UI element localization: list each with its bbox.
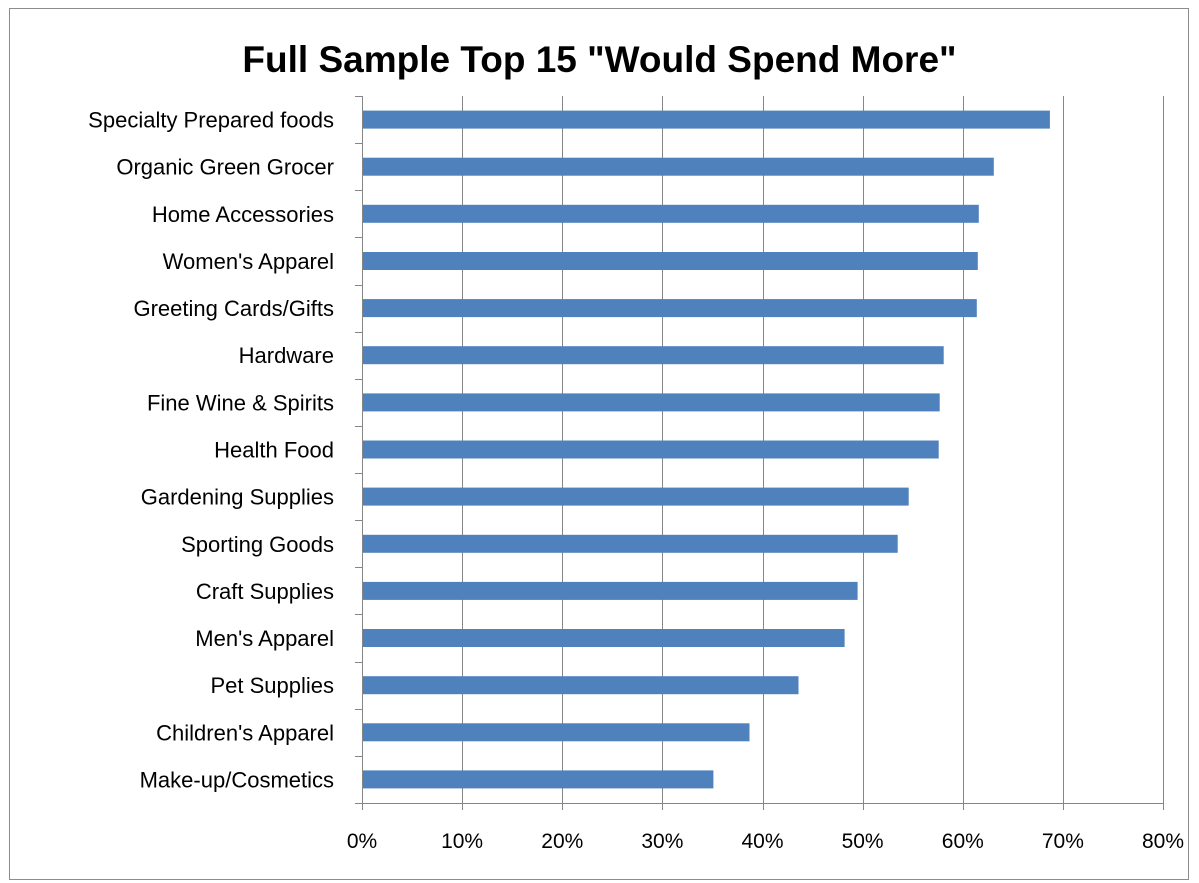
- x-tick-label: 0%: [347, 830, 377, 853]
- bar-craft-supplies: [362, 581, 858, 600]
- x-tick-label: 60%: [942, 830, 984, 853]
- bar-children-s-apparel: [362, 723, 750, 742]
- category-label: Organic Green Grocer: [116, 155, 334, 180]
- x-tick-label: 80%: [1142, 830, 1184, 853]
- bar-greeting-cards-gifts: [362, 299, 977, 318]
- category-label: Men's Apparel: [195, 626, 334, 651]
- category-label: Make-up/Cosmetics: [140, 767, 334, 792]
- category-label: Gardening Supplies: [141, 485, 334, 510]
- bar-pet-supplies: [362, 676, 799, 695]
- bar-men-s-apparel: [362, 629, 845, 647]
- bar-hardware: [362, 346, 944, 365]
- category-label: Fine Wine & Spirits: [147, 390, 334, 415]
- chart-title: Full Sample Top 15 "Would Spend More": [242, 39, 957, 80]
- bar-organic-green-grocer: [362, 157, 994, 176]
- bar-home-accessories: [362, 204, 979, 223]
- category-label: Home Accessories: [152, 202, 334, 227]
- category-labels: Specialty Prepared foods Organic Green Gr…: [88, 108, 334, 793]
- bar-specialty-prepared-foods: [362, 110, 1050, 129]
- bar-fine-wine-spirits: [362, 393, 940, 412]
- category-label: Health Food: [214, 438, 334, 463]
- bar-sporting-goods: [362, 534, 898, 553]
- x-tick-label: 40%: [741, 830, 783, 853]
- x-tick-label: 30%: [641, 830, 683, 853]
- category-label: Hardware: [239, 343, 334, 368]
- axes: [355, 96, 1163, 810]
- x-tick-label: 10%: [441, 830, 483, 853]
- bar-health-food: [362, 440, 939, 459]
- category-label: Children's Apparel: [156, 720, 334, 745]
- category-label: Women's Apparel: [163, 249, 334, 274]
- bar-women-s-apparel: [362, 252, 978, 270]
- x-tick-label: 50%: [842, 830, 884, 853]
- x-tick-label: 20%: [541, 830, 583, 853]
- category-label: Pet Supplies: [210, 673, 334, 698]
- category-label: Sporting Goods: [181, 532, 334, 557]
- bars: [362, 110, 1050, 789]
- bar-gardening-supplies: [362, 487, 909, 506]
- category-label: Craft Supplies: [196, 579, 334, 604]
- x-tick-labels: 0% 10% 20% 30% 40% 50% 60% 70% 80%: [347, 830, 1184, 853]
- bar-make-up-cosmetics: [362, 770, 714, 789]
- category-label: Greeting Cards/Gifts: [133, 296, 334, 321]
- category-label: Specialty Prepared foods: [88, 108, 334, 133]
- x-tick-label: 70%: [1042, 830, 1084, 853]
